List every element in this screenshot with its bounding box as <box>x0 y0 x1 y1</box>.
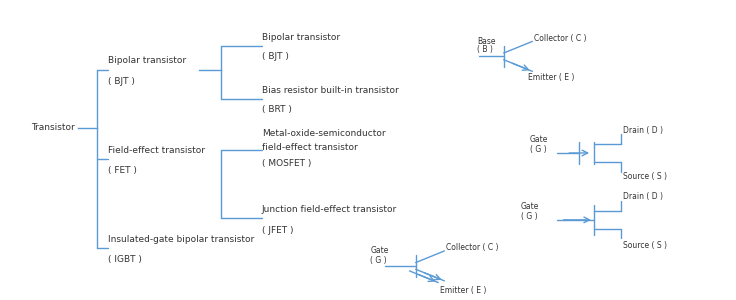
Text: Base: Base <box>477 37 495 46</box>
Text: Insulated-gate bipolar transistor: Insulated-gate bipolar transistor <box>107 235 254 244</box>
Text: Emitter ( E ): Emitter ( E ) <box>528 73 575 82</box>
Text: Bipolar transistor: Bipolar transistor <box>107 56 185 65</box>
Text: Junction field-effect transistor: Junction field-effect transistor <box>262 205 397 214</box>
Text: Bias resistor built-in transistor: Bias resistor built-in transistor <box>262 86 398 95</box>
Text: ( G ): ( G ) <box>370 256 387 265</box>
Text: ( FET ): ( FET ) <box>107 166 137 175</box>
Text: Field-effect transistor: Field-effect transistor <box>107 146 205 154</box>
Text: ( JFET ): ( JFET ) <box>262 226 293 235</box>
Text: Transistor: Transistor <box>31 123 74 132</box>
Text: Source ( S ): Source ( S ) <box>623 242 667 250</box>
Text: Gate: Gate <box>370 246 389 255</box>
Text: Drain ( D ): Drain ( D ) <box>623 192 663 201</box>
Text: Collector ( C ): Collector ( C ) <box>534 34 587 43</box>
Text: Gate: Gate <box>530 135 548 144</box>
Text: ( IGBT ): ( IGBT ) <box>107 256 141 265</box>
Text: ( BJT ): ( BJT ) <box>107 77 135 86</box>
Text: ( BRT ): ( BRT ) <box>262 105 291 114</box>
Text: Emitter ( E ): Emitter ( E ) <box>440 286 486 296</box>
Text: Drain ( D ): Drain ( D ) <box>623 126 663 135</box>
Text: Bipolar transistor: Bipolar transistor <box>262 33 340 42</box>
Text: ( G ): ( G ) <box>530 145 546 154</box>
Text: ( MOSFET ): ( MOSFET ) <box>262 159 311 168</box>
Text: ( G ): ( G ) <box>520 212 537 220</box>
Text: ( B ): ( B ) <box>477 45 493 54</box>
Text: Source ( S ): Source ( S ) <box>623 172 667 181</box>
Text: Collector ( C ): Collector ( C ) <box>447 243 499 252</box>
Text: Gate: Gate <box>520 202 539 211</box>
Text: Metal-oxide-semiconductor: Metal-oxide-semiconductor <box>262 129 386 138</box>
Text: ( BJT ): ( BJT ) <box>262 52 289 61</box>
Text: field-effect transistor: field-effect transistor <box>262 142 358 152</box>
